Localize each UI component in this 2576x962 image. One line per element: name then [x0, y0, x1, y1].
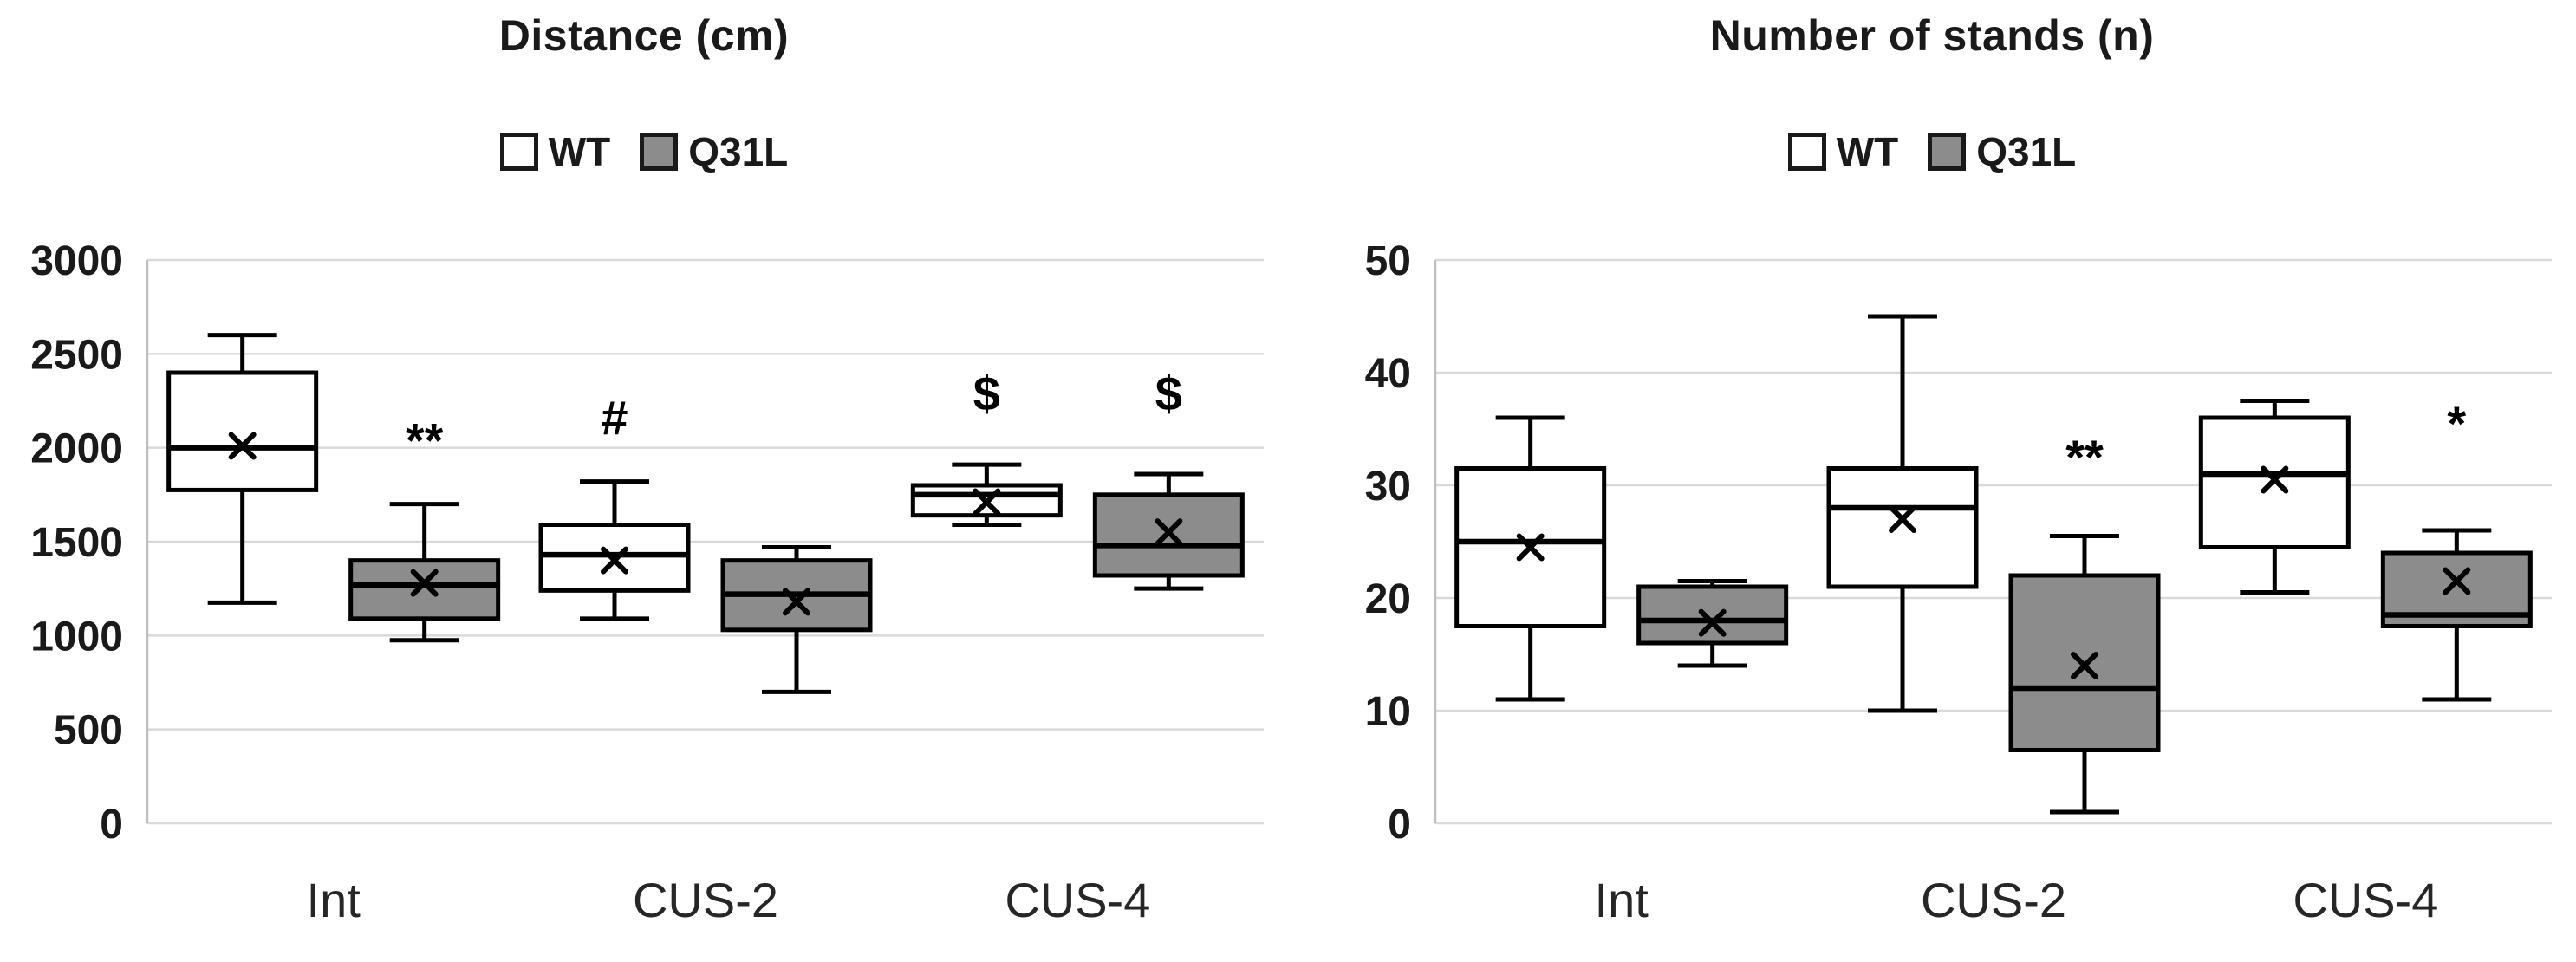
y-tick-label: 2000	[30, 426, 123, 472]
legend-label: WT	[1836, 129, 1899, 174]
y-tick-label: 500	[54, 708, 123, 754]
legend-label: Q31L	[688, 129, 789, 174]
y-tick-label: 50	[1365, 238, 1411, 284]
y-tick-label: 1500	[30, 520, 123, 566]
legend: WT Q31L	[1288, 128, 2576, 175]
wt-swatch-icon	[1787, 133, 1826, 171]
y-tick-label: 2500	[30, 332, 123, 378]
mean-marker	[1698, 608, 1727, 637]
mean-marker	[2071, 652, 2098, 679]
x-category-label: Int	[307, 873, 361, 927]
legend-label: Q31L	[1976, 129, 2077, 174]
iqr-box	[166, 370, 319, 492]
box-wt-int	[1454, 415, 1607, 702]
chart-distance: Distance (cm) WT Q31L 0 500 1000 1500 2000 25…	[0, 11, 1288, 927]
boxplot-canvas: 0 500 1000 1500 2000 2500 3000 Int CUS-2 CUS-4 # $ *…	[30, 238, 1264, 927]
box-wt-cus-4: $	[910, 366, 1063, 527]
box-wt-cus-2: #	[538, 391, 691, 621]
box-q31l-cus-2: **	[2008, 430, 2161, 815]
box-q31l-cus-4: $	[1092, 366, 1245, 591]
y-tick-label: 0	[1388, 802, 1411, 848]
legend-item-q31l: Q31L	[1928, 128, 2076, 175]
legend-item-wt: WT	[499, 128, 611, 175]
box-q31l-int: **	[348, 413, 501, 643]
mean-marker	[2261, 465, 2289, 494]
x-category-label: CUS-2	[1921, 873, 2066, 927]
mean-marker	[601, 546, 628, 575]
mean-marker	[1516, 533, 1545, 562]
significance-annotation: **	[2065, 430, 2104, 484]
box-wt-cus-4	[2198, 399, 2351, 595]
iqr-box	[1636, 584, 1789, 646]
y-tick-label: 20	[1365, 576, 1411, 622]
chart-title: Distance (cm)	[498, 11, 790, 60]
box-wt-cus-2	[1826, 314, 1979, 713]
mean-marker	[1155, 518, 1183, 547]
significance-annotation: $	[1155, 366, 1182, 420]
q31l-swatch-icon	[640, 133, 679, 171]
y-tick-label: 30	[1365, 464, 1411, 510]
x-category-label: CUS-4	[1005, 873, 1150, 927]
chart-title: Number of stands (n)	[1709, 11, 2155, 60]
legend-item-q31l: Q31L	[640, 128, 788, 175]
x-category-label: Int	[1595, 873, 1649, 927]
significance-annotation: $	[973, 366, 1000, 420]
legend-item-wt: WT	[1787, 128, 1899, 175]
y-tick-label: 0	[100, 802, 123, 848]
mean-marker	[2443, 567, 2471, 595]
q31l-swatch-icon	[1928, 133, 1967, 171]
mean-marker	[228, 432, 257, 460]
mean-marker	[973, 488, 1001, 517]
x-category-label: CUS-4	[2293, 873, 2438, 927]
mean-marker	[410, 569, 439, 597]
box-q31l-cus-2	[720, 545, 873, 694]
y-tick-label: 1000	[30, 614, 123, 660]
mean-marker	[783, 588, 810, 616]
significance-annotation: *	[2447, 396, 2466, 451]
y-tick-label: 10	[1365, 689, 1411, 735]
box-wt-int	[166, 333, 319, 605]
mean-marker	[1889, 505, 1916, 533]
chart-number-of-stands: Number of stands (n) WT Q31L 0 10 20 30 40 50…	[1288, 0, 2576, 962]
significance-annotation: **	[406, 413, 444, 468]
iqr-box	[348, 558, 501, 621]
y-tick-label: 40	[1365, 351, 1411, 397]
wt-swatch-icon	[499, 133, 538, 171]
x-category-label: CUS-2	[633, 873, 778, 927]
significance-annotation: #	[601, 391, 628, 445]
y-tick-label: 3000	[30, 238, 123, 284]
box-q31l-cus-4: *	[2380, 396, 2533, 702]
legend: WT Q31L	[0, 128, 1288, 175]
box-q31l-int	[1636, 579, 1789, 668]
legend-label: WT	[548, 129, 611, 174]
iqr-box	[1826, 466, 1979, 589]
